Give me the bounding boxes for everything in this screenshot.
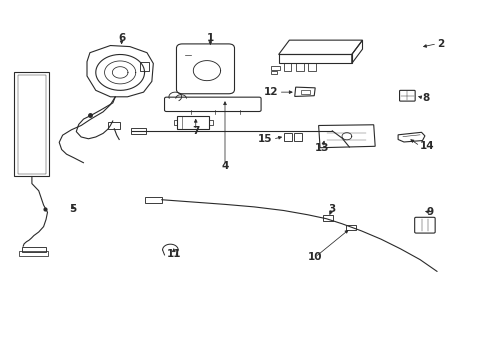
Bar bbox=[177, 116, 209, 130]
Text: 1: 1 bbox=[206, 33, 214, 43]
Bar bbox=[271, 66, 280, 70]
Bar bbox=[21, 247, 46, 252]
Text: 12: 12 bbox=[264, 87, 278, 97]
Text: 6: 6 bbox=[118, 33, 125, 43]
Text: 7: 7 bbox=[192, 126, 199, 135]
Bar bbox=[18, 75, 45, 174]
Text: 4: 4 bbox=[221, 161, 228, 171]
Bar bbox=[131, 128, 146, 134]
Text: 11: 11 bbox=[166, 248, 181, 258]
Text: 10: 10 bbox=[307, 252, 322, 262]
Bar bbox=[300, 90, 310, 94]
Text: 8: 8 bbox=[422, 93, 429, 103]
Text: 3: 3 bbox=[328, 204, 335, 214]
Bar bbox=[209, 120, 213, 126]
Text: 9: 9 bbox=[426, 207, 432, 217]
Bar bbox=[322, 215, 332, 221]
Bar bbox=[144, 197, 162, 203]
Bar bbox=[271, 71, 277, 74]
Text: 2: 2 bbox=[436, 39, 444, 49]
Bar bbox=[108, 122, 120, 129]
Bar bbox=[140, 62, 149, 71]
Bar bbox=[19, 251, 48, 256]
Bar bbox=[14, 72, 49, 176]
Bar bbox=[295, 63, 303, 71]
Text: 13: 13 bbox=[315, 143, 329, 153]
Text: 5: 5 bbox=[69, 204, 76, 214]
Bar bbox=[293, 134, 301, 140]
Text: 15: 15 bbox=[258, 134, 272, 144]
Bar bbox=[283, 63, 291, 71]
Bar bbox=[173, 120, 177, 126]
Bar bbox=[345, 225, 355, 230]
Text: 14: 14 bbox=[419, 141, 434, 151]
Bar bbox=[307, 63, 315, 71]
Bar bbox=[278, 54, 351, 63]
Bar bbox=[284, 134, 292, 140]
